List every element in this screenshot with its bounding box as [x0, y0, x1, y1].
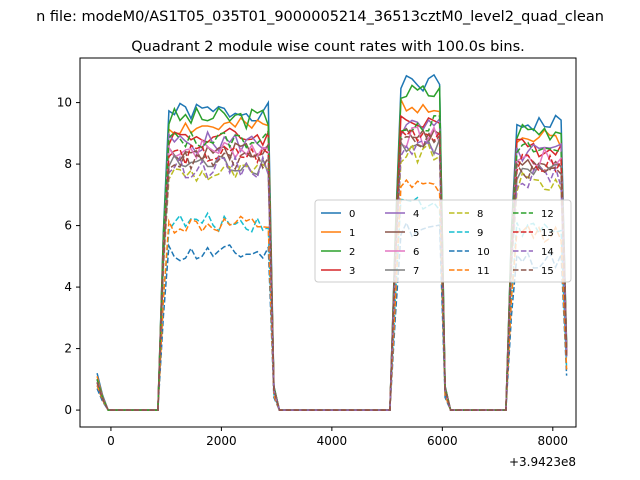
y-tick-label: 6	[64, 219, 72, 233]
x-tick-label: 6000	[427, 434, 458, 448]
legend-label-0: 0	[349, 209, 355, 220]
x-tick-label: 8000	[538, 434, 569, 448]
y-tick-label: 8	[64, 157, 72, 171]
legend-label-2: 2	[349, 247, 355, 258]
x-tick-label: 0	[107, 434, 115, 448]
legend-label-13: 13	[541, 228, 554, 239]
legend-frame	[314, 199, 572, 283]
legend-label-8: 8	[477, 209, 483, 220]
legend-label-15: 15	[541, 266, 554, 277]
figure-suptitle: n file: modeM0/AS1T05_035T01_9000005214_…	[36, 9, 604, 25]
chart-title: Quadrant 2 module wise count rates with …	[131, 39, 525, 55]
legend-label-7: 7	[413, 266, 419, 277]
legend-label-11: 11	[477, 266, 490, 277]
legend-label-9: 9	[477, 228, 483, 239]
legend-label-3: 3	[349, 266, 355, 277]
series-layer	[96, 73, 568, 411]
legend-label-4: 4	[413, 209, 419, 220]
legend-label-10: 10	[477, 247, 490, 258]
legend-label-1: 1	[349, 228, 355, 239]
x-offset-label: +3.9423e8	[509, 455, 576, 469]
x-tick-label: 2000	[206, 434, 237, 448]
y-tick-label: 4	[64, 280, 72, 294]
legend-label-14: 14	[541, 247, 554, 258]
legend-label-6: 6	[413, 247, 419, 258]
legend-label-12: 12	[541, 209, 554, 220]
x-tick-label: 4000	[317, 434, 348, 448]
y-tick-label: 10	[57, 96, 72, 110]
legend-label-5: 5	[413, 228, 419, 239]
series-line-15	[96, 130, 568, 411]
y-tick-label: 2	[64, 342, 72, 356]
y-tick-label: 0	[64, 403, 72, 417]
plot-frame	[79, 57, 577, 428]
